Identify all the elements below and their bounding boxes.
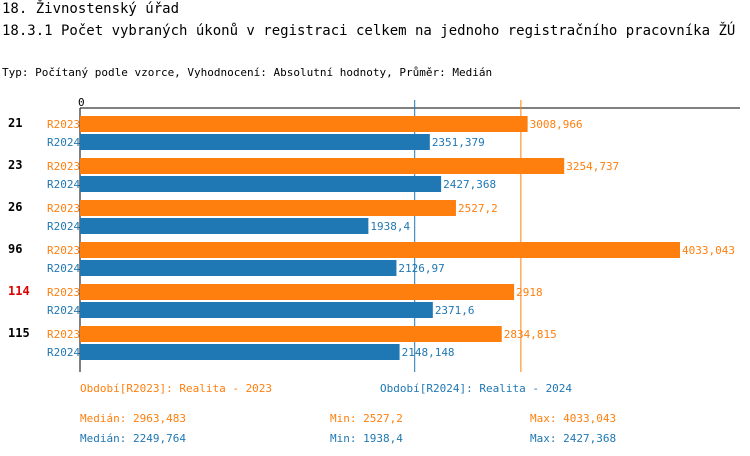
chart-title: 18.3.1 Počet vybraných úkonů v registrac…: [2, 23, 736, 39]
bar-21-r2024: [80, 134, 430, 150]
value-label: 2427,368: [443, 178, 496, 191]
group-label-114: 114: [8, 284, 30, 298]
series-label: R2024: [47, 262, 80, 275]
bar-115-r2024: [80, 344, 400, 360]
value-label: 2351,379: [432, 136, 485, 149]
group-label-115: 115: [8, 326, 30, 340]
series-label: R2023: [47, 202, 80, 215]
series-label: R2023: [47, 244, 80, 257]
value-label: 2918: [516, 286, 543, 299]
series-label: R2024: [47, 346, 80, 359]
stat-median-r2024: Medián: 2249,764: [80, 432, 186, 445]
value-label: 2371,6: [435, 304, 475, 317]
bar-96-r2023: [80, 242, 680, 258]
series-label: R2024: [47, 220, 80, 233]
bar-115-r2023: [80, 326, 502, 342]
legend-r2023: Období[R2023]: Realita - 2023: [80, 382, 273, 395]
series-label: R2024: [47, 178, 80, 191]
stat-median-r2023: Medián: 2963,483: [80, 412, 186, 425]
page-title: 18. Živnostenský úřad: [2, 1, 180, 17]
group-label-26: 26: [8, 200, 22, 214]
value-label: 2126,97: [398, 262, 444, 275]
series-label: R2023: [47, 118, 80, 131]
legend-r2024: Období[R2024]: Realita - 2024: [380, 382, 573, 395]
series-label: R2023: [47, 328, 80, 341]
bar-114-r2023: [80, 284, 515, 300]
stat-max-r2023: Max: 4033,043: [530, 412, 617, 425]
group-label-21: 21: [8, 116, 22, 130]
stat-min-r2023: Min: 2527,2: [330, 412, 403, 425]
bar-114-r2024: [80, 302, 433, 318]
bar-26-r2024: [80, 218, 369, 234]
value-label: 1938,4: [370, 220, 410, 233]
group-label-96: 96: [8, 242, 22, 256]
value-label: 4033,043: [682, 244, 735, 257]
value-label: 2527,2: [458, 202, 498, 215]
bar-23-r2023: [80, 158, 565, 174]
chart-subtitle: Typ: Počítaný podle vzorce, Vyhodnocení:…: [2, 66, 493, 79]
value-label: 2834,815: [504, 328, 557, 341]
bar-26-r2023: [80, 200, 456, 216]
bar-23-r2024: [80, 176, 442, 192]
value-label: 2148,148: [402, 346, 455, 359]
stat-max-r2024: Max: 2427,368: [530, 432, 617, 445]
axis-zero-label: 0: [78, 96, 85, 109]
series-label: R2024: [47, 304, 80, 317]
series-label: R2023: [47, 286, 80, 299]
series-label: R2023: [47, 160, 80, 173]
bar-96-r2024: [80, 260, 397, 276]
group-label-23: 23: [8, 158, 22, 172]
stat-min-r2024: Min: 1938,4: [330, 432, 403, 445]
bar-21-r2023: [80, 116, 528, 132]
value-label: 3254,737: [566, 160, 619, 173]
series-label: R2024: [47, 136, 80, 149]
value-label: 3008,966: [530, 118, 583, 131]
